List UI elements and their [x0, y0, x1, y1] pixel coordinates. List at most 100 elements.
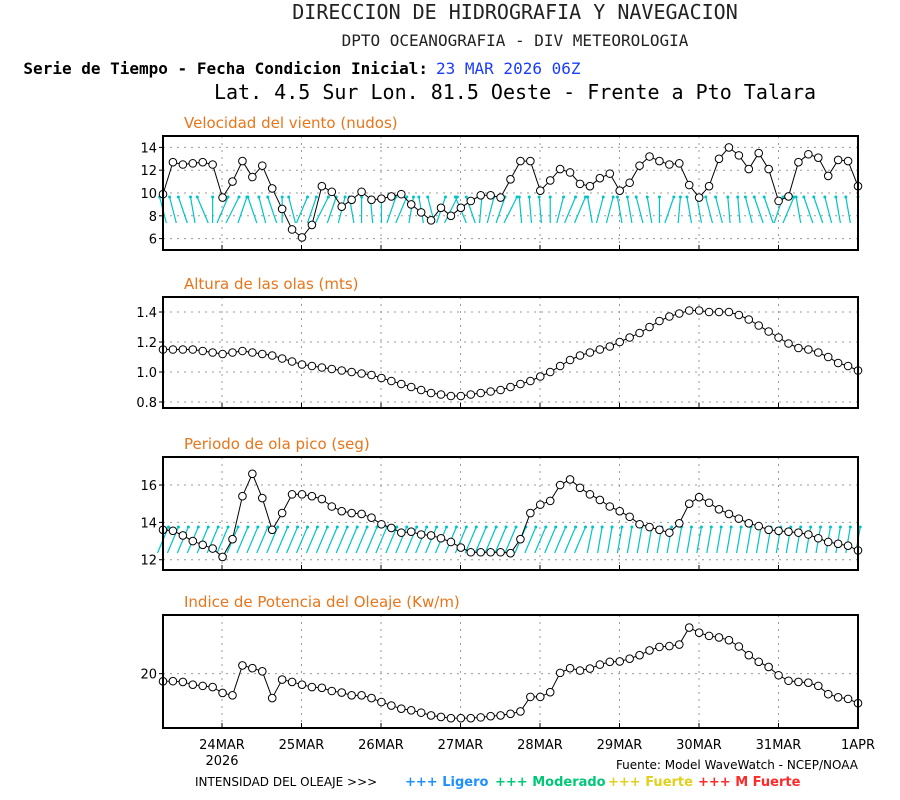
direction-arrow: [534, 526, 547, 554]
data-point: [238, 491, 247, 501]
direction-arrow: [326, 196, 337, 224]
series-line: [162, 626, 859, 719]
data-point: [198, 681, 208, 691]
y-tick-label: 0.8: [136, 396, 157, 411]
data-point: [496, 547, 505, 557]
data-point: [168, 526, 178, 536]
direction-arrow: [554, 526, 567, 554]
direction-arrow-head: [762, 195, 766, 199]
direction-arrow: [189, 196, 196, 224]
direction-arrow-head: [630, 525, 634, 529]
data-point: [317, 494, 327, 504]
data-point: [496, 711, 505, 720]
direction-arrow-head: [435, 525, 439, 529]
direction-arrow: [597, 526, 603, 554]
data-point: [784, 676, 793, 686]
data-point: [764, 662, 773, 672]
data-point: [387, 701, 396, 710]
data-point: [784, 527, 793, 537]
data-point: [257, 161, 267, 170]
data-point: [307, 220, 317, 230]
data-point: [377, 194, 386, 203]
direction-arrow: [606, 526, 613, 554]
direction-arrow-head: [834, 195, 838, 199]
data-point: [694, 306, 704, 315]
direction-arrow: [345, 526, 358, 554]
direction-arrow: [727, 196, 731, 224]
direction-arrow-head: [286, 525, 290, 529]
direction-arrow-head: [743, 195, 747, 199]
data-point: [188, 159, 198, 168]
direction-arrow-head: [685, 195, 689, 199]
direction-arrow-head: [314, 195, 318, 199]
data-point: [744, 164, 754, 174]
direction-arrow: [646, 196, 653, 224]
direction-arrow: [288, 196, 297, 224]
direction-arrow-head: [195, 195, 199, 199]
direction-arrow-head: [425, 525, 429, 529]
direction-arrow-head: [305, 525, 309, 529]
series-line: [162, 472, 859, 558]
data-point: [496, 385, 505, 395]
direction-arrow-head: [583, 195, 587, 199]
data-point: [516, 156, 525, 166]
data-point: [724, 635, 734, 645]
direction-arrow-head: [678, 195, 682, 199]
data-point: [843, 694, 853, 704]
data-point: [665, 528, 674, 537]
data-point: [694, 492, 704, 502]
data-point: [555, 361, 565, 371]
data-point: [168, 345, 178, 354]
direction-arrow: [616, 196, 623, 224]
direction-arrow: [737, 196, 741, 224]
direction-arrow-head: [838, 525, 842, 529]
data-point: [555, 480, 565, 490]
direction-arrow-head: [326, 195, 330, 199]
data-point: [744, 650, 754, 660]
data-point: [545, 176, 555, 185]
data-point: [813, 348, 823, 357]
direction-arrow: [478, 196, 483, 224]
direction-arrow-head: [415, 525, 419, 529]
direction-arrow: [286, 526, 299, 554]
data-point: [476, 190, 486, 200]
data-point: [754, 321, 764, 330]
data-point: [794, 528, 803, 537]
data-point: [714, 154, 724, 164]
direction-arrow-head: [752, 195, 756, 199]
direction-arrow-head: [802, 195, 806, 199]
data-point: [506, 175, 515, 184]
data-point: [168, 157, 178, 167]
data-point: [804, 149, 813, 159]
x-tick-label: 29MAR: [597, 738, 643, 753]
data-point: [277, 204, 287, 214]
direction-arrow: [443, 196, 458, 224]
y-tick-label: 8: [149, 210, 157, 225]
data-point: [486, 711, 495, 721]
data-point: [704, 498, 714, 508]
data-point: [208, 544, 217, 553]
data-point: [416, 530, 426, 539]
direction-arrow-head: [610, 525, 614, 529]
direction-arrow-head: [537, 195, 541, 199]
data-point: [257, 349, 267, 359]
direction-arrow: [556, 196, 565, 224]
y-tick-label: 12: [140, 164, 157, 179]
direction-arrow-head: [620, 525, 624, 529]
direction-arrow: [564, 526, 577, 554]
direction-arrow-head: [355, 525, 359, 529]
direction-arrow-head: [601, 195, 605, 199]
data-point: [367, 370, 376, 380]
data-point: [446, 391, 456, 401]
data-point: [794, 157, 803, 167]
direction-arrow: [295, 196, 309, 224]
data-point: [585, 348, 595, 357]
data-point: [426, 388, 436, 398]
data-point: [724, 143, 734, 152]
direction-arrow-head: [574, 195, 578, 199]
data-point: [625, 512, 634, 522]
panel-4: Indice de Potencia del Oleaje (Kw/m) 20: [140, 593, 863, 729]
data-point: [575, 483, 585, 493]
data-point: [655, 316, 664, 326]
direction-arrow-head: [280, 195, 284, 199]
